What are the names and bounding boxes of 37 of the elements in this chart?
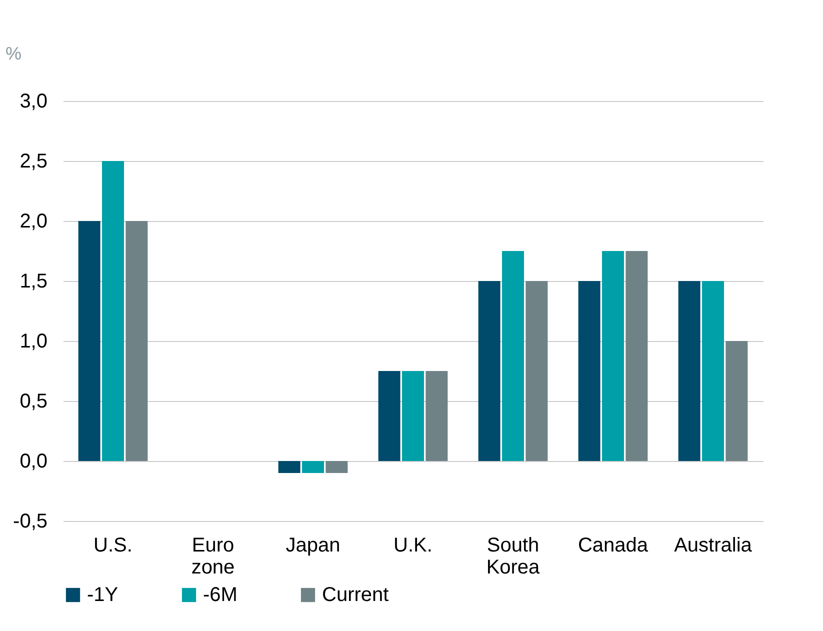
bar — [378, 371, 400, 461]
bar — [702, 281, 724, 461]
x-tick-label: Australia — [674, 534, 753, 556]
bar — [78, 221, 100, 461]
legend-label: Current — [322, 584, 390, 606]
x-tick-label: Japan — [286, 534, 340, 556]
legend-label: -6M — [203, 584, 238, 606]
x-tick-label: U.K. — [394, 534, 432, 556]
bar — [278, 461, 300, 473]
bar — [402, 371, 424, 461]
x-tick-label: Euro zone — [191, 534, 235, 578]
y-tick-label: 2,5 — [20, 150, 48, 172]
x-tick-label: U.S. — [94, 534, 132, 556]
bar — [678, 281, 700, 461]
bar — [602, 251, 624, 461]
bar — [478, 281, 500, 461]
legend-label: -1Y — [87, 584, 118, 606]
y-tick-label: 2,0 — [20, 210, 48, 232]
bar — [126, 221, 148, 461]
bar — [578, 281, 600, 461]
y-tick-label: 1,0 — [20, 330, 48, 352]
y-tick-label: 0,0 — [20, 450, 48, 472]
y-tick-label: 3,0 — [20, 90, 48, 112]
bar — [726, 341, 748, 461]
bar — [526, 281, 548, 461]
bar — [502, 251, 524, 461]
y-axis-title: % — [6, 44, 22, 64]
bar — [102, 161, 124, 461]
y-tick-label: 0,5 — [20, 390, 48, 412]
x-tick-label: South Korea — [486, 534, 541, 578]
y-tick-label: 1,5 — [20, 270, 48, 292]
bar — [426, 371, 448, 461]
bar — [326, 461, 348, 473]
bar — [302, 461, 324, 473]
bar — [626, 251, 648, 461]
x-tick-label: Canada — [578, 534, 649, 556]
y-tick-label: -0,5 — [13, 510, 48, 532]
